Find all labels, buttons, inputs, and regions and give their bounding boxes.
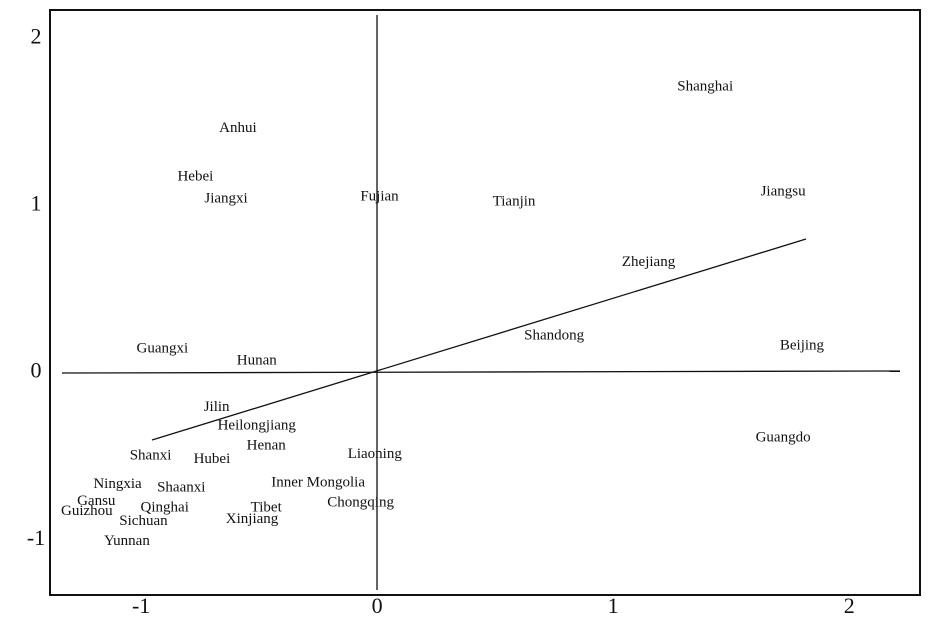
- point-label: Jiangsu: [761, 184, 807, 200]
- point-label: Shandong: [524, 327, 585, 343]
- point-label: Liaoning: [348, 446, 403, 462]
- point-label: Yunnan: [104, 533, 150, 549]
- point-label: Sichuan: [119, 513, 168, 529]
- point-label: Shanxi: [130, 448, 172, 464]
- y-tick-label: 1: [31, 191, 42, 216]
- x-tick-label: -1: [132, 593, 150, 618]
- point-label: Heilongjiang: [218, 418, 297, 434]
- y-tick-label: 2: [31, 23, 42, 48]
- point-label: Anhui: [219, 120, 257, 136]
- point-label: Guangdo: [756, 429, 811, 445]
- point-label: Xinjiang: [226, 511, 279, 527]
- x-tick-label: 1: [608, 593, 619, 618]
- point-label: Guizhou: [61, 503, 113, 519]
- point-label: Henan: [247, 438, 287, 454]
- point-label: Jilin: [204, 399, 230, 415]
- point-label: Beijing: [780, 337, 825, 353]
- plot-frame: [49, 9, 921, 596]
- point-label: Jiangxi: [204, 190, 247, 206]
- x-tick-label: 2: [844, 593, 855, 618]
- point-label: Hubei: [194, 451, 231, 467]
- point-label: Inner Mongolia: [271, 474, 365, 490]
- point-label: Gansu: [77, 493, 116, 509]
- point-label: Hebei: [177, 169, 213, 185]
- direction-line: [151, 238, 807, 441]
- point-label: Zhejiang: [622, 254, 676, 270]
- point-label: Hunan: [237, 352, 277, 368]
- point-label: Chongqing: [327, 495, 394, 511]
- y-tick-label: -1: [27, 525, 45, 550]
- x-tick-label: 0: [372, 593, 383, 618]
- point-label: Tianjin: [493, 194, 536, 210]
- point-label: Shaanxi: [157, 479, 205, 495]
- point-label: Shanghai: [677, 78, 733, 94]
- point-label: Qinghai: [141, 500, 189, 516]
- y-tick-label: 0: [31, 358, 42, 383]
- point-label: Fujian: [360, 189, 399, 205]
- point-label: Guangxi: [137, 341, 189, 357]
- point-label: Tibet: [251, 500, 283, 516]
- point-label: Ningxia: [93, 476, 142, 492]
- horizontal-axis-line: [61, 370, 901, 374]
